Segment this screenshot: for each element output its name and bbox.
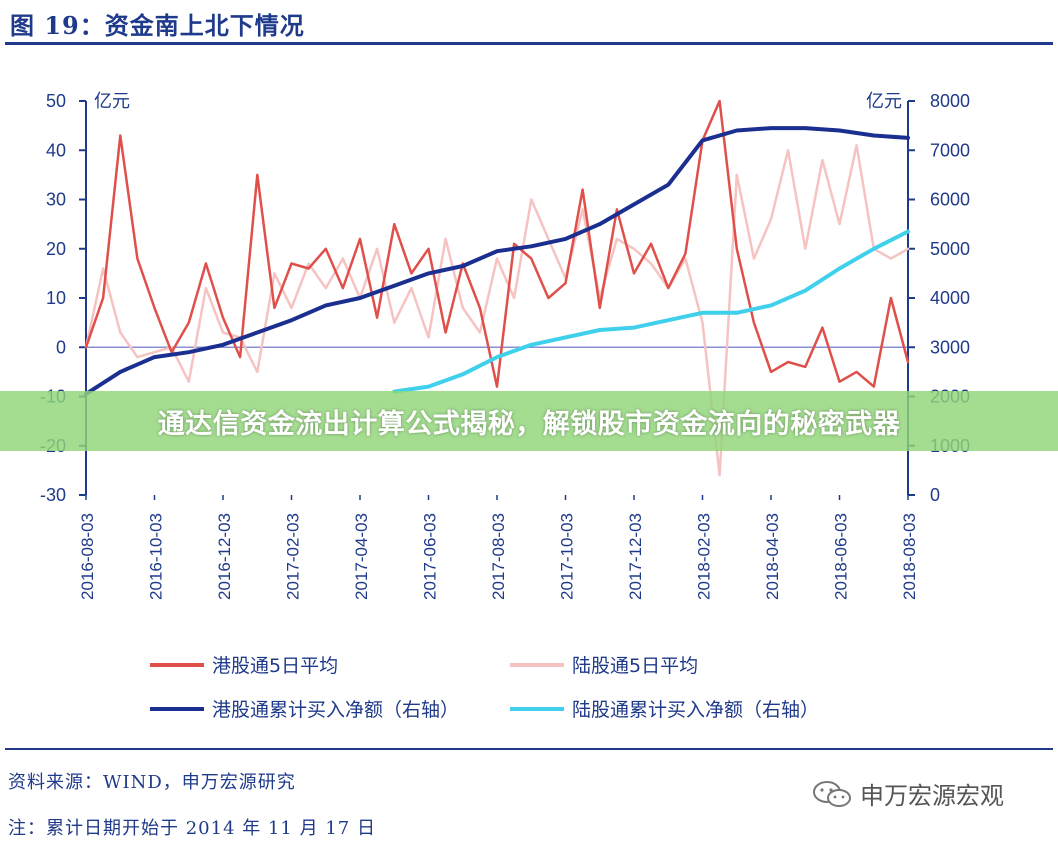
left-tick-label: 10 [46,288,66,308]
x-tick-label: 2017-06-03 [421,513,440,600]
x-tick-label: 2018-06-03 [832,513,851,600]
source-note: 资料来源：WIND，申万宏源研究 [8,772,296,793]
left-tick-label: 40 [46,140,66,160]
watermark-text: 申万宏源宏观 [860,782,1004,810]
series-line-1 [84,144,910,477]
left-tick-label: -30 [40,485,66,505]
right-axis-unit: 亿元 [866,91,902,111]
x-tick-label: 2017-08-03 [489,513,508,600]
title-rule [5,42,1053,45]
legend-label: 港股通5日平均 [212,655,338,677]
x-tick-label: 2016-08-03 [78,513,97,600]
footnote: 注：累计日期开始于 2014 年 11 月 17 日 [8,818,376,839]
left-axis-unit: 亿元 [94,91,130,111]
series-group [84,99,910,477]
x-tick-label: 2017-02-03 [284,513,303,600]
right-tick-label: 8000 [930,91,970,111]
x-tick-label: 2018-04-03 [763,513,782,600]
headline-banner: 通达信资金流出计算公式揭秘，解锁股市资金流向的秘密武器 [0,391,1058,451]
legend-label: 陆股通累计买入净额（右轴） [572,699,819,721]
right-tick-label: 6000 [930,190,970,210]
series-line-0 [84,99,910,388]
left-tick-label: 50 [46,91,66,111]
series-line-3 [392,229,910,394]
right-tick-label: 4000 [930,288,970,308]
x-tick-label: 2018-08-03 [900,513,919,600]
left-tick-label: 0 [56,337,66,357]
x-tick-label: 2016-12-03 [215,513,234,600]
x-tick-label: 2017-12-03 [626,513,645,600]
left-tick-label: 20 [46,239,66,259]
x-tick-label: 2018-02-03 [695,513,714,600]
right-tick-label: 5000 [930,239,970,259]
right-tick-label: 0 [930,485,940,505]
tick-labels-group: 50403020100-10-20-30亿元800070006000500040… [40,91,970,600]
series-line-2 [84,126,910,396]
x-tick-label: 2016-10-03 [147,513,166,600]
watermark: 申万宏源宏观 [812,776,1004,811]
x-tick-label: 2017-10-03 [558,513,577,600]
right-tick-label: 3000 [930,337,970,357]
footer-rule [5,748,1053,750]
right-tick-label: 7000 [930,140,970,160]
left-tick-label: 30 [46,190,66,210]
banner-text: 通达信资金流出计算公式揭秘，解锁股市资金流向的秘密武器 [157,408,901,440]
chart: 50403020100-10-20-30亿元800070006000500040… [40,91,970,721]
wechat-icon [812,779,852,809]
legend-label: 陆股通5日平均 [572,655,698,677]
x-tick-label: 2017-04-03 [352,513,371,600]
legend-label: 港股通累计买入净额（右轴） [212,699,459,721]
figure-title: 图 19：资金南上北下情况 [10,11,305,40]
